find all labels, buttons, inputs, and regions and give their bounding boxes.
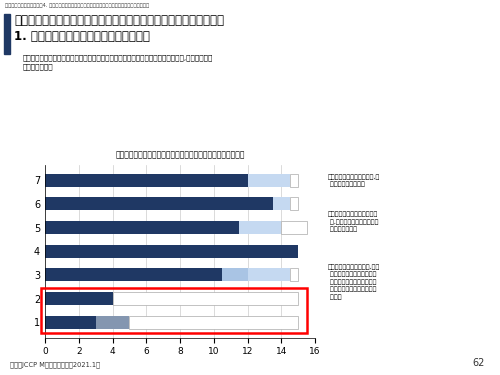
Bar xyxy=(96,316,130,328)
Bar xyxy=(41,288,308,333)
Text: 出所：JCCP M株式会社作成（2021.1）: 出所：JCCP M株式会社作成（2021.1） xyxy=(10,362,100,368)
Bar xyxy=(273,198,289,210)
Bar xyxy=(290,174,298,187)
Bar xyxy=(248,268,290,281)
Text: ルワンダ／周辺基礎調査／4. 市場・投資環境関連情報／業界情報・主要企業、競合（日本企業以外）: ルワンダ／周辺基礎調査／4. 市場・投資環境関連情報／業界情報・主要企業、競合（… xyxy=(5,3,149,8)
Text: 重要ではないと多くの回答者が回答していた「価格」と「ロケーション」について,次項以降で詳
細に分析する。: 重要ではないと多くの回答者が回答していた「価格」と「ロケーション」について,次項… xyxy=(22,54,213,70)
Bar xyxy=(239,221,281,234)
Bar xyxy=(290,198,298,210)
Text: 1. 病院の選択：重視する要素（キガリ）: 1. 病院の選択：重視する要素（キガリ） xyxy=(14,30,150,43)
Bar xyxy=(112,292,298,305)
Bar xyxy=(45,268,222,281)
Text: ・想定外に破水したため,（急
 いで病院に行かなければな
 らず）病院が近くにあると
 いうことは重要だと思いま
 した。: ・想定外に破水したため,（急 いで病院に行かなければな らず）病院が近くにあると… xyxy=(328,264,380,300)
Bar xyxy=(45,316,96,328)
Bar xyxy=(45,174,248,187)
Text: ルワンダ基礎調査（ターゲット顧客の思考・行動と競合サービス）: ルワンダ基礎調査（ターゲット顧客の思考・行動と競合サービス） xyxy=(14,14,224,27)
Bar xyxy=(45,198,273,210)
Bar xyxy=(45,292,112,305)
Text: ・分娩室や病室の快適さは,精
 神的に影響します。: ・分娩室や病室の快適さは,精 神的に影響します。 xyxy=(328,174,380,188)
Bar xyxy=(248,174,290,187)
Text: 62: 62 xyxy=(472,358,485,368)
Bar xyxy=(130,316,298,328)
Bar xyxy=(222,268,248,281)
Text: 図表５８　病院を選択する際に重視する要素は何か（キガリ）: 図表５８ 病院を選択する際に重視する要素は何か（キガリ） xyxy=(115,150,245,159)
Bar xyxy=(45,245,298,258)
Bar xyxy=(45,221,239,234)
Bar xyxy=(281,221,306,234)
Text: ・私は保険に加入していたた
 め,価格は重要な要素ではあ
 りませんでした: ・私は保険に加入していたた め,価格は重要な要素ではあ りませんでした xyxy=(328,212,378,232)
Bar xyxy=(290,268,298,281)
